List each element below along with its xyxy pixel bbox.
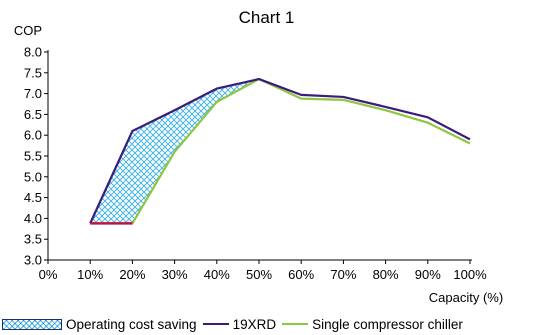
y-tick-label: 6.0 [24, 128, 42, 143]
legend-swatch-19xrd [202, 323, 229, 325]
x-tick-label: 0% [39, 267, 58, 282]
legend-item-single-compressor: Single compressor chiller [282, 317, 463, 332]
x-tick-label: 100% [453, 267, 487, 282]
legend-item-operating-cost-saving: Operating cost saving [2, 317, 197, 332]
y-tick-label: 7.0 [24, 86, 42, 101]
y-tick-label: 5.5 [24, 149, 42, 164]
x-axis-label: Capacity (%) [429, 290, 503, 305]
x-tick-label: 80% [373, 267, 399, 282]
legend-label-19xrd: 19XRD [232, 316, 277, 332]
x-tick-label: 70% [330, 267, 356, 282]
y-tick-label: 7.5 [24, 65, 42, 80]
x-tick-label: 30% [162, 267, 188, 282]
legend-label-single-compressor: Single compressor chiller [312, 316, 463, 332]
y-tick-label: 4.0 [24, 211, 42, 226]
chart-legend: Operating cost saving 19XRD Single compr… [2, 315, 469, 333]
chart-plot: 3.0 3.5 4.0 4.5 5.0 5.5 6.0 6.5 7.0 7.5 8.0 0% 10% 20… [14, 23, 503, 305]
legend-swatch-shaded [2, 318, 62, 330]
x-tick-label: 40% [204, 267, 230, 282]
y-tick-label: 3.0 [24, 253, 42, 268]
legend-item-19xrd: 19XRD [202, 316, 277, 332]
y-tick-label: 3.5 [24, 232, 42, 247]
y-tick-label: 4.5 [24, 190, 42, 205]
x-tick-label: 50% [246, 267, 272, 282]
y-tick-label: 6.5 [24, 107, 42, 122]
series-line-single-compressor [90, 77, 471, 225]
y-axis-label: COP [14, 23, 42, 38]
chart-title: Chart 1 [238, 8, 295, 27]
x-tick-label: 90% [415, 267, 441, 282]
series-line-19xrd [89, 77, 471, 224]
x-tick-label: 10% [77, 267, 103, 282]
x-tick-label: 60% [288, 267, 314, 282]
x-tick-label: 20% [119, 267, 145, 282]
legend-label-operating-cost-saving: Operating cost saving [66, 316, 197, 332]
y-tick-label: 5.0 [24, 169, 42, 184]
legend-swatch-single-compressor [282, 323, 309, 325]
y-tick-label: 8.0 [24, 45, 42, 60]
